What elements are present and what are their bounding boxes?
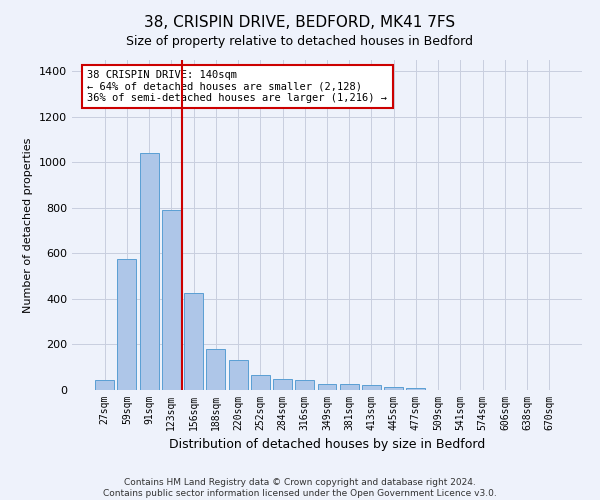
Bar [184, 294, 203, 390]
Text: 38, CRISPIN DRIVE, BEDFORD, MK41 7FS: 38, CRISPIN DRIVE, BEDFORD, MK41 7FS [145, 15, 455, 30]
Bar [406, 388, 425, 390]
Bar [229, 360, 248, 390]
Bar [362, 386, 381, 390]
Bar [384, 386, 403, 390]
Bar [251, 375, 270, 390]
Bar [95, 380, 114, 390]
Y-axis label: Number of detached properties: Number of detached properties [23, 138, 34, 312]
Bar [140, 154, 158, 390]
Bar [162, 210, 181, 390]
X-axis label: Distribution of detached houses by size in Bedford: Distribution of detached houses by size … [169, 438, 485, 452]
Bar [317, 384, 337, 390]
Bar [118, 259, 136, 390]
Bar [273, 378, 292, 390]
Bar [206, 349, 225, 390]
Bar [340, 384, 359, 390]
Text: 38 CRISPIN DRIVE: 140sqm
← 64% of detached houses are smaller (2,128)
36% of sem: 38 CRISPIN DRIVE: 140sqm ← 64% of detach… [88, 70, 388, 103]
Bar [295, 380, 314, 390]
Text: Size of property relative to detached houses in Bedford: Size of property relative to detached ho… [127, 35, 473, 48]
Text: Contains HM Land Registry data © Crown copyright and database right 2024.
Contai: Contains HM Land Registry data © Crown c… [103, 478, 497, 498]
